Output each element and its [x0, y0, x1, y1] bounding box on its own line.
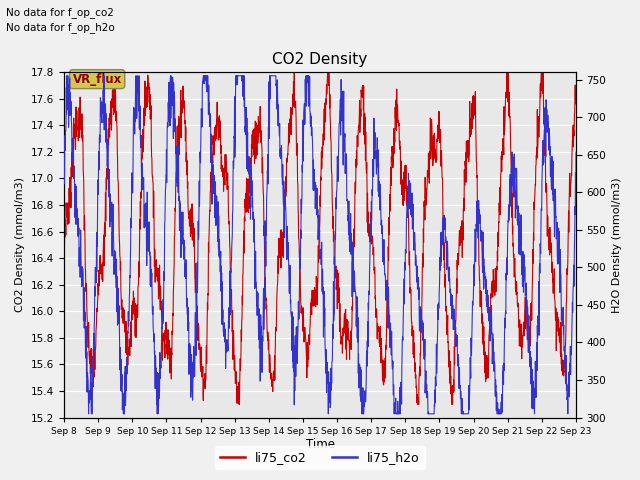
- Text: VR_flux: VR_flux: [72, 72, 122, 85]
- Y-axis label: H2O Density (mmol/m3): H2O Density (mmol/m3): [612, 177, 621, 312]
- X-axis label: Time: Time: [305, 438, 335, 451]
- Y-axis label: CO2 Density (mmol/m3): CO2 Density (mmol/m3): [15, 177, 26, 312]
- Text: No data for f_op_h2o: No data for f_op_h2o: [6, 22, 115, 33]
- Text: No data for f_op_co2: No data for f_op_co2: [6, 7, 115, 18]
- Legend: li75_co2, li75_h2o: li75_co2, li75_h2o: [215, 446, 425, 469]
- Title: CO2 Density: CO2 Density: [273, 52, 367, 67]
